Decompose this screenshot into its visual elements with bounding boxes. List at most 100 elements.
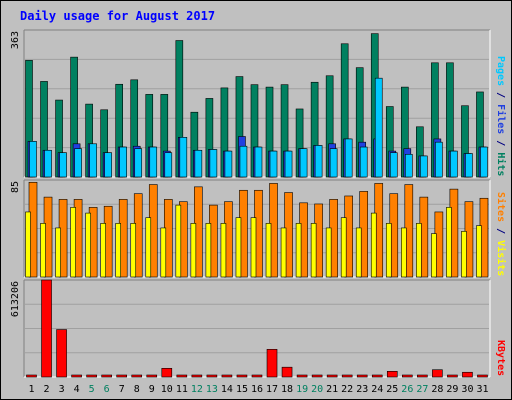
x-tick-label: 14: [221, 384, 233, 395]
bar-sites-2: [40, 223, 46, 278]
bar-sites-3: [55, 227, 61, 278]
bar-kbytes-10: [161, 367, 173, 378]
bar-sites-13: [205, 223, 212, 278]
bar-sites-20: [310, 223, 317, 278]
chart-title: Daily usage for August 2017: [20, 9, 215, 23]
bar-pages-15: [239, 145, 248, 178]
bar-kbytes-19: [296, 374, 308, 378]
bar-sites-27: [416, 223, 422, 278]
bar-pages-10: [164, 152, 173, 178]
bar-kbytes-18: [281, 366, 293, 378]
legend-sep: /: [495, 86, 506, 104]
bar-sites-14: [220, 223, 227, 278]
x-tick-label: 9: [149, 384, 155, 395]
x-tick-label: 5: [89, 384, 95, 395]
x-tick-label: 12: [191, 384, 203, 395]
axis-legend-hits: Pages / Files / Hits: [495, 56, 507, 176]
bar-pages-8: [134, 148, 143, 178]
bar-pages-9: [149, 146, 158, 178]
bar-kbytes-14: [221, 374, 233, 378]
bar-kbytes-31: [477, 374, 488, 378]
bar-sites-31: [476, 225, 482, 278]
x-tick-label: 1: [29, 384, 35, 395]
axis-legend-visits: Sites / Visits: [495, 192, 507, 276]
bar-kbytes-11: [176, 374, 188, 378]
bar-pages-4: [74, 148, 82, 178]
bar-kbytes-21: [326, 374, 338, 378]
x-tick-label: 25: [386, 384, 398, 395]
bar-kbytes-20: [311, 374, 323, 378]
x-tick-label: 24: [371, 384, 383, 395]
bar-sites-12: [190, 223, 197, 278]
panel-kbytes: 613206 KBytes: [10, 279, 506, 378]
bar-pages-28: [435, 141, 443, 178]
bar-sites-26: [401, 227, 407, 278]
bar-kbytes-29: [447, 374, 458, 378]
bar-kbytes-30: [462, 371, 473, 378]
bar-pages-26: [405, 154, 413, 178]
x-tick-label: 30: [461, 384, 473, 395]
bar-kbytes-17: [266, 349, 278, 378]
bar-kbytes-13: [206, 374, 218, 378]
bar-sites-6: [100, 223, 106, 278]
chart-panels: 363 Pages / Files / Hits 85 Sites / Visits 6…: [10, 29, 507, 378]
x-tick-label: 8: [134, 384, 140, 395]
bar-pages-20: [314, 145, 323, 178]
panel-hits: 363 Pages / Files / Hits: [10, 29, 507, 178]
legend-sep: /: [495, 134, 506, 152]
bar-pages-18: [284, 150, 293, 178]
bar-pages-24: [374, 77, 383, 178]
bar-pages-12: [194, 149, 203, 178]
bar-pages-1: [29, 141, 37, 178]
legend-sites: Sites: [495, 192, 507, 222]
bar-pages-31: [480, 146, 488, 178]
bar-sites-22: [340, 217, 347, 278]
x-tick-label: 13: [206, 384, 218, 395]
bar-kbytes-16: [251, 374, 263, 378]
panel-visits: 85 Sites / Visits: [10, 179, 507, 278]
bar-sites-1: [25, 211, 31, 278]
bar-pages-30: [465, 153, 473, 178]
bar-sites-24: [370, 212, 377, 278]
bar-sites-19: [295, 223, 302, 278]
x-tick-label: 3: [59, 384, 65, 395]
bar-sites-15: [235, 217, 242, 278]
bar-kbytes-9: [146, 374, 158, 378]
bar-pages-6: [104, 152, 112, 178]
bar-kbytes-22: [341, 374, 353, 378]
x-tick-label: 6: [104, 384, 110, 395]
x-tick-label: 29: [446, 384, 458, 395]
x-tick-label: 17: [266, 384, 278, 395]
bar-pages-16: [254, 146, 263, 178]
bar-sites-29: [446, 207, 452, 278]
bar-kbytes-1: [26, 374, 37, 378]
bar-kbytes-4: [71, 374, 82, 378]
bar-kbytes-15: [236, 374, 248, 378]
bar-pages-22: [344, 138, 353, 178]
legend-visits: Visits: [495, 240, 507, 276]
y-max-label: 613206: [10, 281, 21, 317]
bar-kbytes-23: [356, 374, 368, 378]
x-tick-label: 28: [431, 384, 443, 395]
bar-sites-18: [280, 227, 287, 278]
bar-kbytes-27: [417, 374, 428, 378]
bar-sites-16: [250, 217, 257, 278]
bar-pages-7: [119, 146, 127, 178]
x-tick-label: 20: [311, 384, 323, 395]
bar-pages-5: [89, 143, 97, 178]
bar-kbytes-24: [371, 374, 383, 378]
bar-sites-5: [85, 212, 91, 278]
x-tick-label: 18: [281, 384, 293, 395]
bar-sites-9: [145, 217, 152, 278]
bar-sites-4: [70, 207, 76, 278]
y-max-label: 85: [10, 181, 21, 193]
bar-pages-19: [299, 148, 308, 178]
legend-sep: /: [495, 222, 506, 240]
y-max-label: 363: [10, 31, 21, 49]
bar-kbytes-5: [86, 374, 97, 378]
legend-pages: Pages: [495, 56, 506, 86]
bar-pages-25: [389, 152, 398, 178]
bar-pages-23: [359, 146, 368, 178]
bar-pages-17: [269, 150, 278, 178]
bar-kbytes-12: [191, 374, 203, 378]
